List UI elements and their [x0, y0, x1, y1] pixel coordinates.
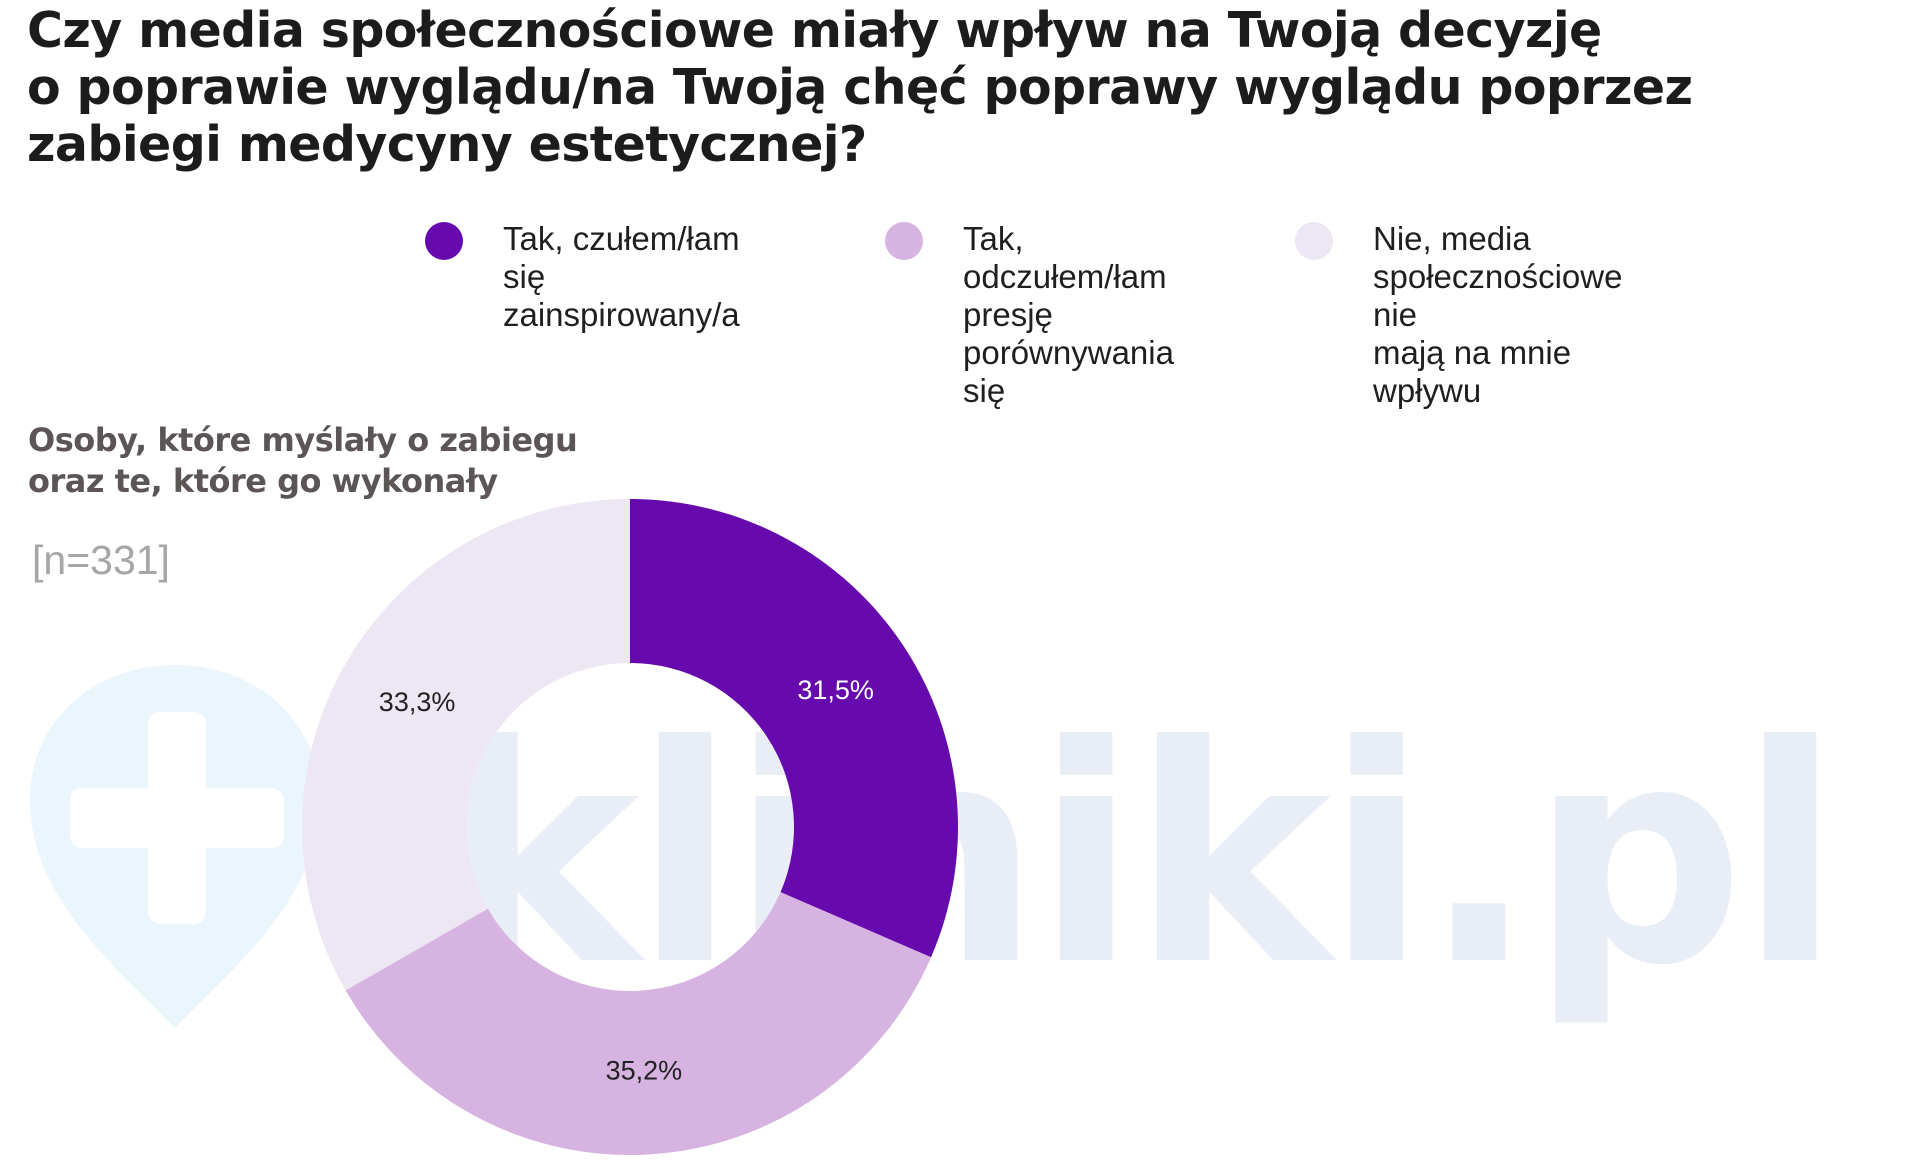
chart-title: Czy media społecznościowe miały wpływ na…	[27, 2, 1693, 173]
chart-subtitle: Osoby, które myślały o zabiegu oraz te, …	[28, 421, 578, 500]
watermark-text: kliniki.pl	[440, 682, 1835, 1031]
legend-swatch	[425, 222, 463, 260]
donut-slice-3	[301, 499, 630, 991]
medical-cross-pin-icon	[30, 665, 320, 1028]
slice-value-label-2: 35,2%	[606, 1056, 683, 1086]
sample-size: [n=331]	[32, 537, 170, 583]
legend-swatch	[885, 222, 923, 260]
donut-slice-1	[630, 499, 958, 958]
slice-value-label-3: 33,3%	[379, 687, 456, 717]
legend-swatch	[1295, 222, 1333, 260]
slice-value-label-1: 31,5%	[797, 675, 874, 705]
donut-slice-2	[345, 892, 932, 1155]
legend-label: Tak, czułem/łam się zainspirowany/a	[503, 220, 740, 333]
legend-label: Nie, media społecznościowe nie mają na m…	[1373, 220, 1623, 409]
legend-label: Tak, odczułem/łam presję porównywania si…	[963, 220, 1174, 409]
